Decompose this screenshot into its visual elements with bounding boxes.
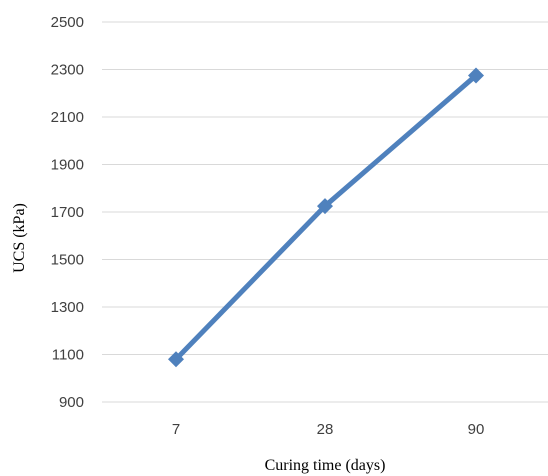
y-tick-label: 1300: [51, 299, 84, 316]
x-axis-title: Curing time (days): [265, 457, 386, 474]
x-tick-label: 7: [172, 421, 180, 438]
series-line: [174, 73, 478, 361]
y-tick-label: 1900: [51, 157, 84, 174]
x-tick-label: 28: [317, 421, 334, 438]
data-point-marker: [317, 198, 333, 215]
y-tick-label: 2100: [51, 109, 84, 126]
y-axis-ticks: 900 1100 1300 1500 1700 1900 2100 2300 2500: [51, 14, 84, 411]
y-tick-label: 2500: [51, 14, 84, 31]
y-tick-label: 1700: [51, 204, 84, 221]
series-group: [168, 67, 484, 368]
x-tick-label: 90: [468, 421, 485, 438]
x-axis-ticks: 7 28 90: [172, 421, 485, 438]
y-tick-label: 1100: [52, 347, 84, 364]
y-tick-label: 2300: [51, 62, 84, 79]
data-point-marker: [468, 67, 484, 84]
y-tick-label: 1500: [51, 252, 84, 269]
data-point-marker: [168, 351, 184, 368]
y-axis-title: UCS (kPa): [11, 203, 28, 273]
y-tick-label: 900: [59, 394, 84, 411]
